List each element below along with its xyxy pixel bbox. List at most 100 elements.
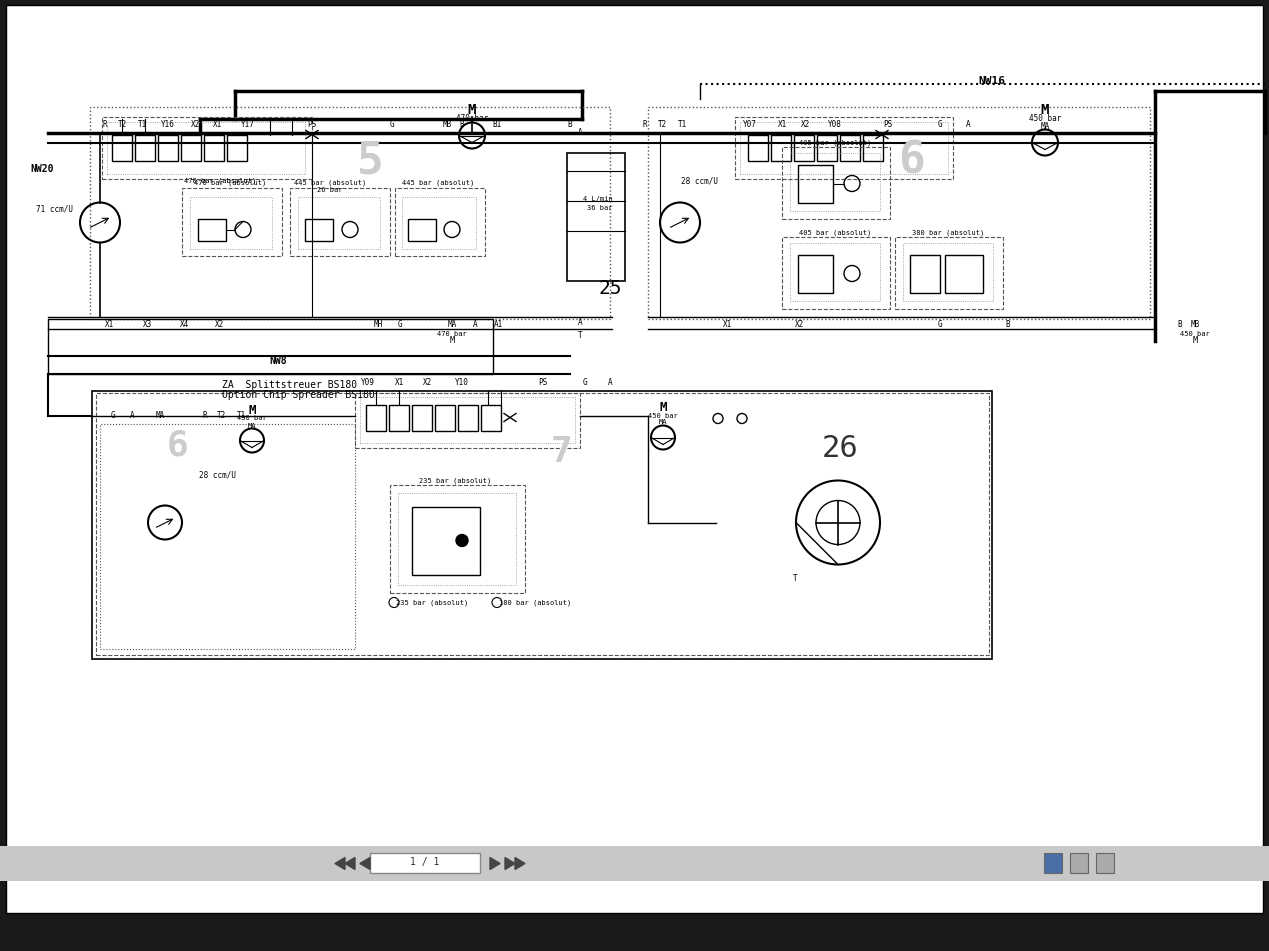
Text: Y16: Y16 — [161, 120, 175, 129]
Text: 36 bar: 36 bar — [588, 205, 613, 211]
Bar — [204, 134, 225, 161]
Text: ZA  Splittstreuer BS180: ZA Splittstreuer BS180 — [222, 379, 357, 390]
Text: MA: MA — [1041, 122, 1049, 131]
Text: 470 bar: 470 bar — [437, 331, 467, 337]
Text: MH: MH — [373, 320, 383, 329]
Polygon shape — [335, 858, 345, 869]
Bar — [355, 394, 580, 449]
Bar — [458, 404, 478, 431]
Text: NW8: NW8 — [269, 356, 287, 365]
Bar — [481, 404, 501, 431]
Bar — [102, 117, 312, 179]
Text: 450 bar: 450 bar — [648, 413, 678, 418]
Text: 450 bar: 450 bar — [1180, 331, 1209, 337]
Bar — [112, 134, 132, 161]
Text: Y08: Y08 — [829, 120, 841, 129]
Text: X2: X2 — [424, 378, 433, 387]
Text: 450 bar: 450 bar — [1029, 114, 1061, 123]
Text: M: M — [468, 104, 476, 118]
Text: NW16: NW16 — [978, 75, 1005, 86]
Text: 470 bar (absolut): 470 bar (absolut) — [184, 177, 256, 184]
Bar — [798, 255, 832, 293]
Text: 180 bar (absolut): 180 bar (absolut) — [499, 599, 571, 606]
Bar — [409, 219, 437, 241]
Text: T1: T1 — [679, 120, 688, 129]
Bar — [791, 152, 879, 210]
Bar — [1044, 852, 1062, 872]
Bar — [412, 404, 431, 431]
Text: G: G — [110, 411, 115, 420]
Text: M: M — [249, 404, 256, 417]
Text: MA: MA — [247, 422, 256, 429]
Text: 6: 6 — [898, 139, 925, 182]
Text: 7: 7 — [551, 436, 572, 470]
Text: B1: B1 — [492, 120, 501, 129]
Bar — [798, 165, 832, 203]
Text: X1: X1 — [105, 320, 114, 329]
Bar — [181, 134, 201, 161]
Text: X3: X3 — [143, 320, 152, 329]
Text: T: T — [577, 331, 582, 340]
Bar — [159, 134, 178, 161]
Text: NW20: NW20 — [30, 164, 53, 173]
Bar — [390, 484, 525, 592]
Bar — [735, 117, 953, 179]
Text: MA: MA — [659, 419, 667, 425]
Bar — [96, 393, 989, 654]
Bar — [412, 507, 480, 574]
Text: PS: PS — [538, 378, 548, 387]
Text: 445 bar (absolut): 445 bar (absolut) — [402, 179, 475, 185]
Text: X1: X1 — [778, 120, 788, 129]
Text: B: B — [459, 120, 464, 129]
Bar — [360, 398, 575, 443]
Text: A: A — [129, 411, 135, 420]
Text: A: A — [966, 120, 971, 129]
Text: B: B — [1006, 320, 1010, 329]
Bar — [371, 852, 480, 872]
Bar — [910, 255, 940, 293]
Bar — [365, 404, 386, 431]
Bar — [840, 134, 860, 161]
Text: G: G — [938, 120, 943, 129]
Text: 26 bar: 26 bar — [317, 187, 343, 193]
Text: T2: T2 — [217, 411, 227, 420]
Text: X2: X2 — [216, 320, 225, 329]
Text: A: A — [577, 318, 582, 327]
Text: M: M — [1041, 104, 1049, 118]
Text: Y09: Y09 — [362, 378, 374, 387]
Text: 26: 26 — [821, 434, 858, 463]
Bar — [435, 404, 456, 431]
Text: PS: PS — [307, 120, 317, 129]
Text: MB: MB — [1190, 320, 1199, 329]
Text: T2: T2 — [118, 120, 128, 129]
Bar — [48, 319, 492, 374]
Bar — [945, 255, 983, 293]
Text: 28 ccm/U: 28 ccm/U — [681, 176, 718, 185]
Text: R: R — [642, 120, 647, 129]
Text: Y07: Y07 — [744, 120, 756, 129]
Bar — [772, 134, 791, 161]
Text: R: R — [103, 120, 108, 129]
Text: G: G — [397, 320, 402, 329]
Text: Option Chip Spreader BS180: Option Chip Spreader BS180 — [222, 390, 374, 399]
Text: T1: T1 — [138, 120, 147, 129]
Bar — [298, 197, 379, 248]
Text: 380 bar (absolut): 380 bar (absolut) — [912, 229, 985, 236]
Text: X1: X1 — [213, 120, 222, 129]
Bar — [402, 197, 476, 248]
Text: X1: X1 — [723, 320, 732, 329]
Polygon shape — [490, 858, 500, 869]
Bar — [107, 122, 305, 173]
Text: G: G — [582, 378, 588, 387]
Text: T: T — [793, 574, 797, 583]
Text: 25: 25 — [598, 279, 622, 298]
Text: B: B — [567, 120, 572, 129]
Bar — [863, 134, 883, 161]
Bar — [817, 134, 838, 161]
Bar — [91, 391, 992, 658]
Bar — [794, 134, 813, 161]
Text: M: M — [1193, 336, 1198, 345]
Text: MB: MB — [443, 120, 452, 129]
Text: G: G — [938, 320, 943, 329]
Text: X4: X4 — [180, 320, 189, 329]
